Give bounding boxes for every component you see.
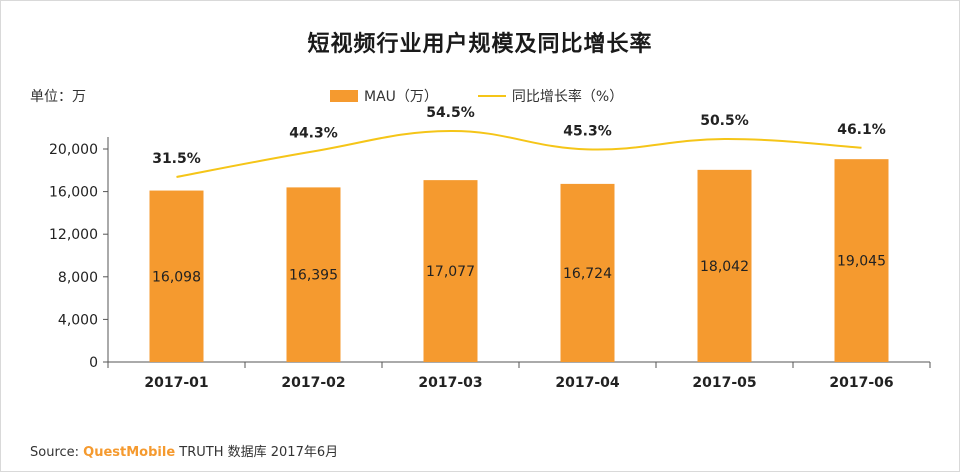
growth-rate-line	[176, 129, 862, 178]
chart-title: 短视频行业用户规模及同比增长率	[307, 32, 653, 57]
y-axis-unit-label: 单位：万	[30, 89, 86, 105]
bar-mau	[560, 183, 615, 362]
y-tick-label: 4,000	[58, 312, 98, 328]
legend-line-swatch	[477, 95, 506, 97]
bar-mau	[697, 169, 752, 362]
legend-item-mau: MAU（万）	[330, 86, 438, 106]
source-note: Source: QuestMobile TRUTH 数据库 2017年6月	[30, 441, 338, 460]
legend-label-mau: MAU（万）	[364, 89, 438, 105]
legend-item-growth: 同比增长率（%）	[477, 86, 624, 106]
legend: MAU（万） 同比增长率（%）	[330, 86, 663, 106]
source-suffix: TRUTH 数据库 2017年6月	[179, 445, 339, 460]
bar-value-label: 17,077	[426, 264, 475, 280]
x-tick-label: 2017-01	[144, 375, 208, 391]
bar-mau	[286, 187, 341, 362]
legend-bar-swatch	[330, 90, 358, 102]
bar-value-label: 19,045	[837, 254, 886, 270]
source-brand: QuestMobile	[83, 445, 176, 460]
bar-value-label: 16,098	[152, 269, 201, 285]
growth-rate-label: 44.3%	[289, 125, 338, 141]
x-tick-label: 2017-02	[281, 375, 345, 391]
y-tick-label: 16,000	[49, 185, 98, 201]
bar-mau	[834, 159, 889, 362]
x-tick-label: 2017-05	[692, 375, 756, 391]
bar-value-label: 16,724	[563, 266, 612, 282]
growth-rate-label: 46.1%	[837, 122, 886, 138]
growth-rate-label: 31.5%	[152, 151, 201, 167]
bar-value-label: 16,395	[289, 268, 338, 284]
legend-label-growth: 同比增长率（%）	[511, 89, 624, 105]
x-tick-label: 2017-06	[829, 375, 893, 391]
y-tick-label: 20,000	[49, 142, 98, 158]
bar-value-label: 18,042	[700, 259, 749, 275]
growth-rate-label: 50.5%	[700, 113, 749, 129]
x-tick-label: 2017-04	[555, 375, 620, 391]
x-tick-label: 2017-03	[418, 375, 482, 391]
growth-rate-label: 54.5%	[426, 105, 475, 121]
source-prefix: Source:	[30, 445, 80, 460]
bar-mau	[423, 180, 478, 362]
y-tick-label: 12,000	[49, 227, 98, 243]
bar-mau	[149, 190, 204, 362]
y-tick-label: 8,000	[58, 270, 98, 286]
y-tick-label: 0	[89, 355, 98, 371]
growth-rate-label: 45.3%	[563, 123, 612, 139]
